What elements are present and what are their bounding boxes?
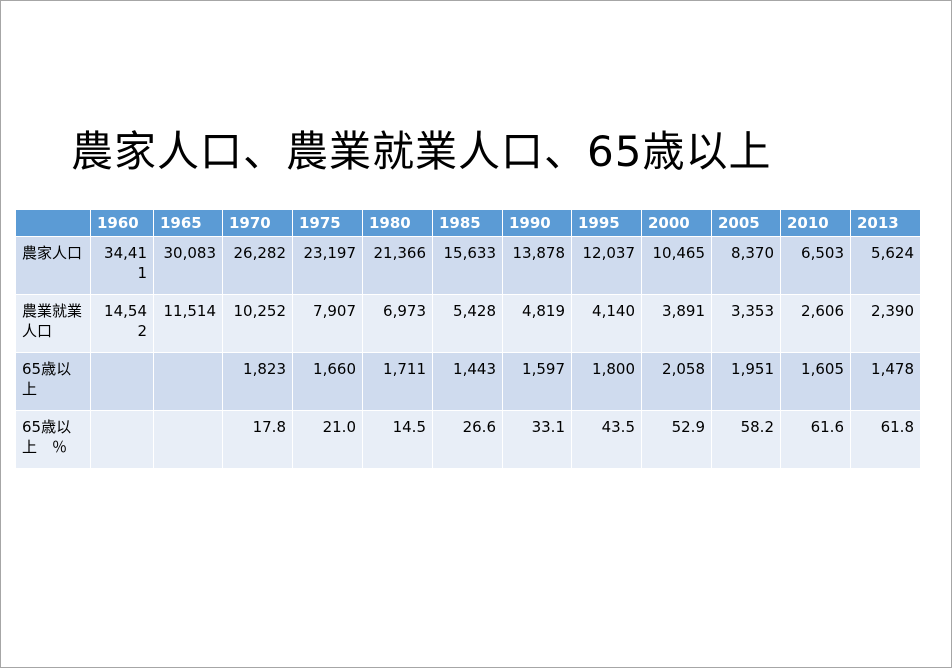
table-row-farm-household-population: 農家人口 34,411 30,083 26,282 23,197 21,366 …: [15, 236, 921, 295]
table-cell: 1,951: [711, 352, 781, 411]
table-cell: 10,465: [641, 236, 712, 295]
table-cell: 23,197: [292, 236, 363, 295]
table-cell: 30,083: [153, 236, 223, 295]
table-header-row: 1960 1965 1970 1975 1980 1985 1990 1995 …: [15, 209, 921, 237]
table-cell: 13,878: [502, 236, 572, 295]
table-cell: 61.8: [850, 410, 921, 469]
table-cell: 1,711: [362, 352, 433, 411]
header-cell-2000: 2000: [641, 209, 712, 237]
table-cell: 11,514: [153, 294, 223, 353]
header-cell-1990: 1990: [502, 209, 572, 237]
header-cell-2013: 2013: [850, 209, 921, 237]
table-cell: 1,823: [222, 352, 293, 411]
table-cell: 14,542: [90, 294, 154, 353]
row-label: 農家人口: [15, 236, 91, 295]
table-cell: 2,606: [780, 294, 851, 353]
header-cell-1995: 1995: [571, 209, 642, 237]
table-cell: 1,660: [292, 352, 363, 411]
row-label: 65歳以上: [15, 352, 91, 411]
table-cell: 33.1: [502, 410, 572, 469]
table-cell: 34,411: [90, 236, 154, 295]
table-cell: 1,597: [502, 352, 572, 411]
table-cell: 10,252: [222, 294, 293, 353]
table-cell: 21.0: [292, 410, 363, 469]
table-row-65-and-over: 65歳以上 1,823 1,660 1,711 1,443 1,597 1,80…: [15, 352, 921, 411]
slide-title: 農家人口、農業就業人口、65歳以上: [71, 127, 772, 176]
table-cell: 52.9: [641, 410, 712, 469]
table-cell: [90, 352, 154, 411]
table-cell: 3,891: [641, 294, 712, 353]
table-cell: 17.8: [222, 410, 293, 469]
table-cell: 26.6: [432, 410, 503, 469]
table-cell: 3,353: [711, 294, 781, 353]
row-label: 65歳以上 ％: [15, 410, 91, 469]
table-row-65-and-over-percent: 65歳以上 ％ 17.8 21.0 14.5 26.6 33.1 43.5 52…: [15, 410, 921, 469]
header-cell-1980: 1980: [362, 209, 433, 237]
header-cell-1970: 1970: [222, 209, 293, 237]
header-cell-1960: 1960: [90, 209, 154, 237]
table-cell: 6,973: [362, 294, 433, 353]
table-cell: 1,443: [432, 352, 503, 411]
header-cell-empty: [15, 209, 91, 237]
header-cell-1975: 1975: [292, 209, 363, 237]
data-table: 1960 1965 1970 1975 1980 1985 1990 1995 …: [15, 209, 921, 469]
table-cell: 8,370: [711, 236, 781, 295]
table-cell: [90, 410, 154, 469]
table-cell: 12,037: [571, 236, 642, 295]
header-cell-1985: 1985: [432, 209, 503, 237]
header-cell-2005: 2005: [711, 209, 781, 237]
table-cell: 7,907: [292, 294, 363, 353]
table-cell: [153, 352, 223, 411]
table-row-agricultural-workers: 農業就業人口 14,542 11,514 10,252 7,907 6,973 …: [15, 294, 921, 353]
table-cell: 21,366: [362, 236, 433, 295]
table-cell: 1,478: [850, 352, 921, 411]
header-cell-1965: 1965: [153, 209, 223, 237]
header-cell-2010: 2010: [780, 209, 851, 237]
table-cell: 1,800: [571, 352, 642, 411]
table-cell: 15,633: [432, 236, 503, 295]
table-cell: 4,819: [502, 294, 572, 353]
table-cell: 4,140: [571, 294, 642, 353]
table-cell: 14.5: [362, 410, 433, 469]
table-cell: 58.2: [711, 410, 781, 469]
row-label: 農業就業人口: [15, 294, 91, 353]
table-cell: 5,428: [432, 294, 503, 353]
table-cell: 5,624: [850, 236, 921, 295]
table-cell: 6,503: [780, 236, 851, 295]
table-cell: 26,282: [222, 236, 293, 295]
table-cell: [153, 410, 223, 469]
table-cell: 43.5: [571, 410, 642, 469]
table-cell: 2,058: [641, 352, 712, 411]
table-cell: 61.6: [780, 410, 851, 469]
table-cell: 2,390: [850, 294, 921, 353]
table-cell: 1,605: [780, 352, 851, 411]
